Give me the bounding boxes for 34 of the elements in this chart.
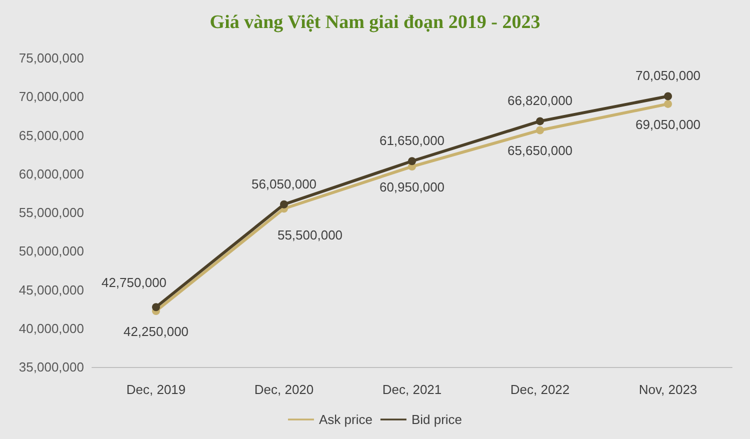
data-label: 42,250,000 [123,324,189,339]
x-tick-label: Dec, 2019 [126,382,186,397]
y-tick-label: 40,000,000 [18,320,84,336]
y-tick-label: 50,000,000 [18,244,84,259]
data-label: 70,050,000 [635,68,701,84]
data-label: 55,500,000 [277,228,343,243]
point [536,117,544,126]
x-tick-label: Dec, 2020 [254,382,314,397]
data-label: 60,950,000 [379,180,445,195]
data-label: 65,650,000 [507,143,573,158]
x-tick-label: Dec, 2022 [510,382,570,397]
data-label: 42,750,000 [101,275,167,290]
y-tick-label: 60,000,000 [18,166,84,182]
y-tick-label: 70,000,000 [18,89,84,104]
x-tick-label: Nov, 2023 [638,382,698,397]
point [664,100,672,108]
point [152,303,160,312]
data-label: 61,650,000 [379,133,445,148]
point [280,200,288,208]
data-label: 69,050,000 [635,116,701,132]
data-label: 66,820,000 [507,93,573,108]
y-tick-label: 75,000,000 [18,50,84,66]
point [664,92,672,100]
x-tick-label: Dec, 2021 [382,382,442,397]
y-tick-label: 65,000,000 [18,128,84,143]
y-tick-label: 35,000,000 [18,360,84,374]
legend-label: Bid price [411,412,462,427]
point [536,126,544,134]
point [408,157,416,166]
legend-label: Ask price [318,412,372,427]
chart-title: Giá vàng Việt Nam giai đoạn 2019 - 2023 [210,12,540,33]
y-tick-label: 45,000,000 [18,282,84,298]
y-tick-label: 55,000,000 [18,205,84,220]
data-label: 56,050,000 [251,176,317,192]
